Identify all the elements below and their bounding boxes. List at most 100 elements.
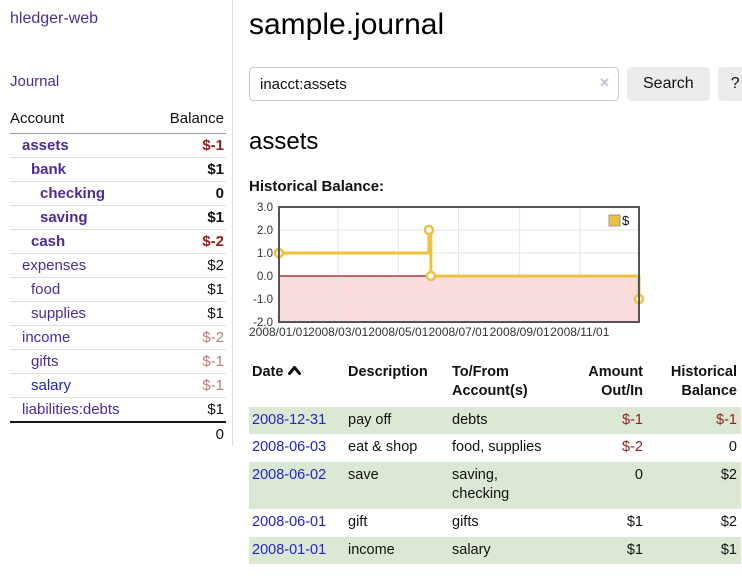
txn-balance: $2 [647, 509, 741, 537]
account-link-expenses[interactable]: expenses [22, 257, 86, 274]
app-root: hledger-web Journal Account Balance asse… [0, 0, 742, 564]
accounts-total-value: 0 [154, 422, 226, 446]
account-row: supplies $1 [10, 302, 226, 326]
account-balance: 0 [154, 182, 226, 206]
register-header-balance: Historical Balance [647, 361, 741, 407]
svg-text:1.0: 1.0 [257, 248, 273, 260]
account-link-income[interactable]: income [22, 329, 70, 346]
register-row: 2008-12-31 pay off debts $-1 $-1 [249, 407, 741, 435]
account-balance: $1 [154, 158, 226, 182]
account-row: checking 0 [10, 182, 226, 206]
txn-date-link[interactable]: 2008-06-02 [252, 467, 326, 483]
txn-amount: $-2 [561, 434, 647, 462]
account-link-bank[interactable]: bank [31, 161, 66, 178]
txn-balance: $2 [647, 462, 741, 509]
txn-balance: 0 [647, 434, 741, 462]
account-balance: $-2 [154, 230, 226, 254]
account-balance: $-2 [154, 326, 226, 350]
account-row: liabilities:debts $1 [10, 398, 226, 423]
account-balance: $1 [154, 206, 226, 230]
account-link-assets[interactable]: assets [22, 137, 69, 154]
account-link-checking[interactable]: checking [40, 185, 105, 202]
txn-date-link[interactable]: 2008-01-01 [252, 542, 326, 558]
search-button[interactable]: Search [627, 67, 710, 101]
txn-description: eat & shop [345, 434, 449, 462]
account-row: expenses $2 [10, 254, 226, 278]
txn-date-link[interactable]: 2008-06-01 [252, 514, 326, 530]
txn-date-link[interactable]: 2008-06-03 [252, 439, 326, 455]
account-row: gifts $-1 [10, 350, 226, 374]
txn-accounts: debts [449, 407, 561, 435]
txn-amount: $1 [561, 537, 647, 565]
account-row: bank $1 [10, 158, 226, 182]
svg-text:2.0: 2.0 [257, 225, 273, 237]
help-button[interactable]: ? [718, 67, 742, 101]
journal-link[interactable]: Journal [10, 73, 59, 90]
register-row: 2008-01-01 income salary $1 $1 [249, 537, 741, 565]
svg-text:3.0: 3.0 [257, 202, 273, 214]
brand-link[interactable]: hledger-web [10, 10, 98, 27]
account-balance: $1 [154, 398, 226, 423]
account-link-salary[interactable]: salary [31, 377, 71, 394]
account-row: cash $-2 [10, 230, 226, 254]
account-heading: assets [249, 128, 742, 156]
search-input-wrap: ✕ [249, 67, 619, 101]
svg-text:2008/05/01: 2008/05/01 [368, 325, 428, 339]
txn-balance: $-1 [647, 407, 741, 435]
txn-amount: 0 [561, 462, 647, 509]
txn-description: pay off [345, 407, 449, 435]
svg-text:2008/01/01: 2008/01/01 [249, 325, 309, 339]
sort-asc-icon [288, 365, 301, 376]
txn-amount: $1 [561, 509, 647, 537]
clear-search-icon[interactable]: ✕ [599, 76, 610, 89]
account-balance: $2 [154, 254, 226, 278]
account-link-food[interactable]: food [31, 281, 60, 298]
account-row: food $1 [10, 278, 226, 302]
search-bar: ✕ Search ? [249, 67, 742, 101]
account-balance: $-1 [154, 374, 226, 398]
txn-amount: $-1 [561, 407, 647, 435]
account-link-saving[interactable]: saving [40, 209, 88, 226]
account-balance: $1 [154, 278, 226, 302]
account-row: salary $-1 [10, 374, 226, 398]
search-input[interactable] [249, 67, 619, 101]
accounts-header-balance: Balance [154, 106, 226, 134]
txn-date-link[interactable]: 2008-12-31 [252, 412, 326, 428]
txn-description: save [345, 462, 449, 509]
account-balance: $-1 [154, 350, 226, 374]
svg-text:2008/07/01: 2008/07/01 [428, 325, 488, 339]
register-header-date[interactable]: Date [249, 361, 345, 407]
account-link-liabilities-debts[interactable]: liabilities:debts [22, 401, 120, 418]
account-balance: $1 [154, 302, 226, 326]
account-row: assets $-1 [10, 134, 226, 158]
chart-title: Historical Balance: [249, 178, 742, 195]
register-header-description: Description [345, 361, 449, 407]
register-table: Date Description To/From Account(s) Amou… [249, 361, 741, 564]
txn-balance: $1 [647, 537, 741, 565]
register-row: 2008-06-01 gift gifts $1 $2 [249, 509, 741, 537]
account-link-cash[interactable]: cash [31, 233, 65, 250]
account-row: saving $1 [10, 206, 226, 230]
account-balance: $-1 [154, 134, 226, 158]
txn-description: income [345, 537, 449, 565]
register-header-accounts: To/From Account(s) [449, 361, 561, 407]
txn-accounts: gifts [449, 509, 561, 537]
account-link-gifts[interactable]: gifts [31, 353, 59, 370]
txn-accounts: saving, checking [449, 462, 561, 509]
historical-balance-chart: $3.02.01.00.0-1.0-2.02008/01/012008/03/0… [249, 201, 649, 341]
register-row: 2008-06-03 eat & shop food, supplies $-2… [249, 434, 741, 462]
register-header-row: Date Description To/From Account(s) Amou… [249, 361, 741, 407]
accounts-table: Account Balance assets $-1 bank $1 check… [10, 106, 226, 446]
account-link-supplies[interactable]: supplies [31, 305, 86, 322]
svg-text:-1.0: -1.0 [253, 294, 273, 306]
svg-text:2008/11/01: 2008/11/01 [550, 325, 609, 339]
svg-text:2008/03/01: 2008/03/01 [308, 325, 368, 339]
svg-text:$: $ [622, 213, 630, 228]
accounts-header-account: Account [10, 106, 154, 134]
brand: hledger-web [10, 10, 226, 28]
svg-text:0.0: 0.0 [257, 271, 273, 283]
page-title: sample.journal [249, 8, 742, 42]
txn-accounts: salary [449, 537, 561, 565]
nav-journal: Journal [10, 73, 226, 91]
register-header-amount: Amount Out/In [561, 361, 647, 407]
